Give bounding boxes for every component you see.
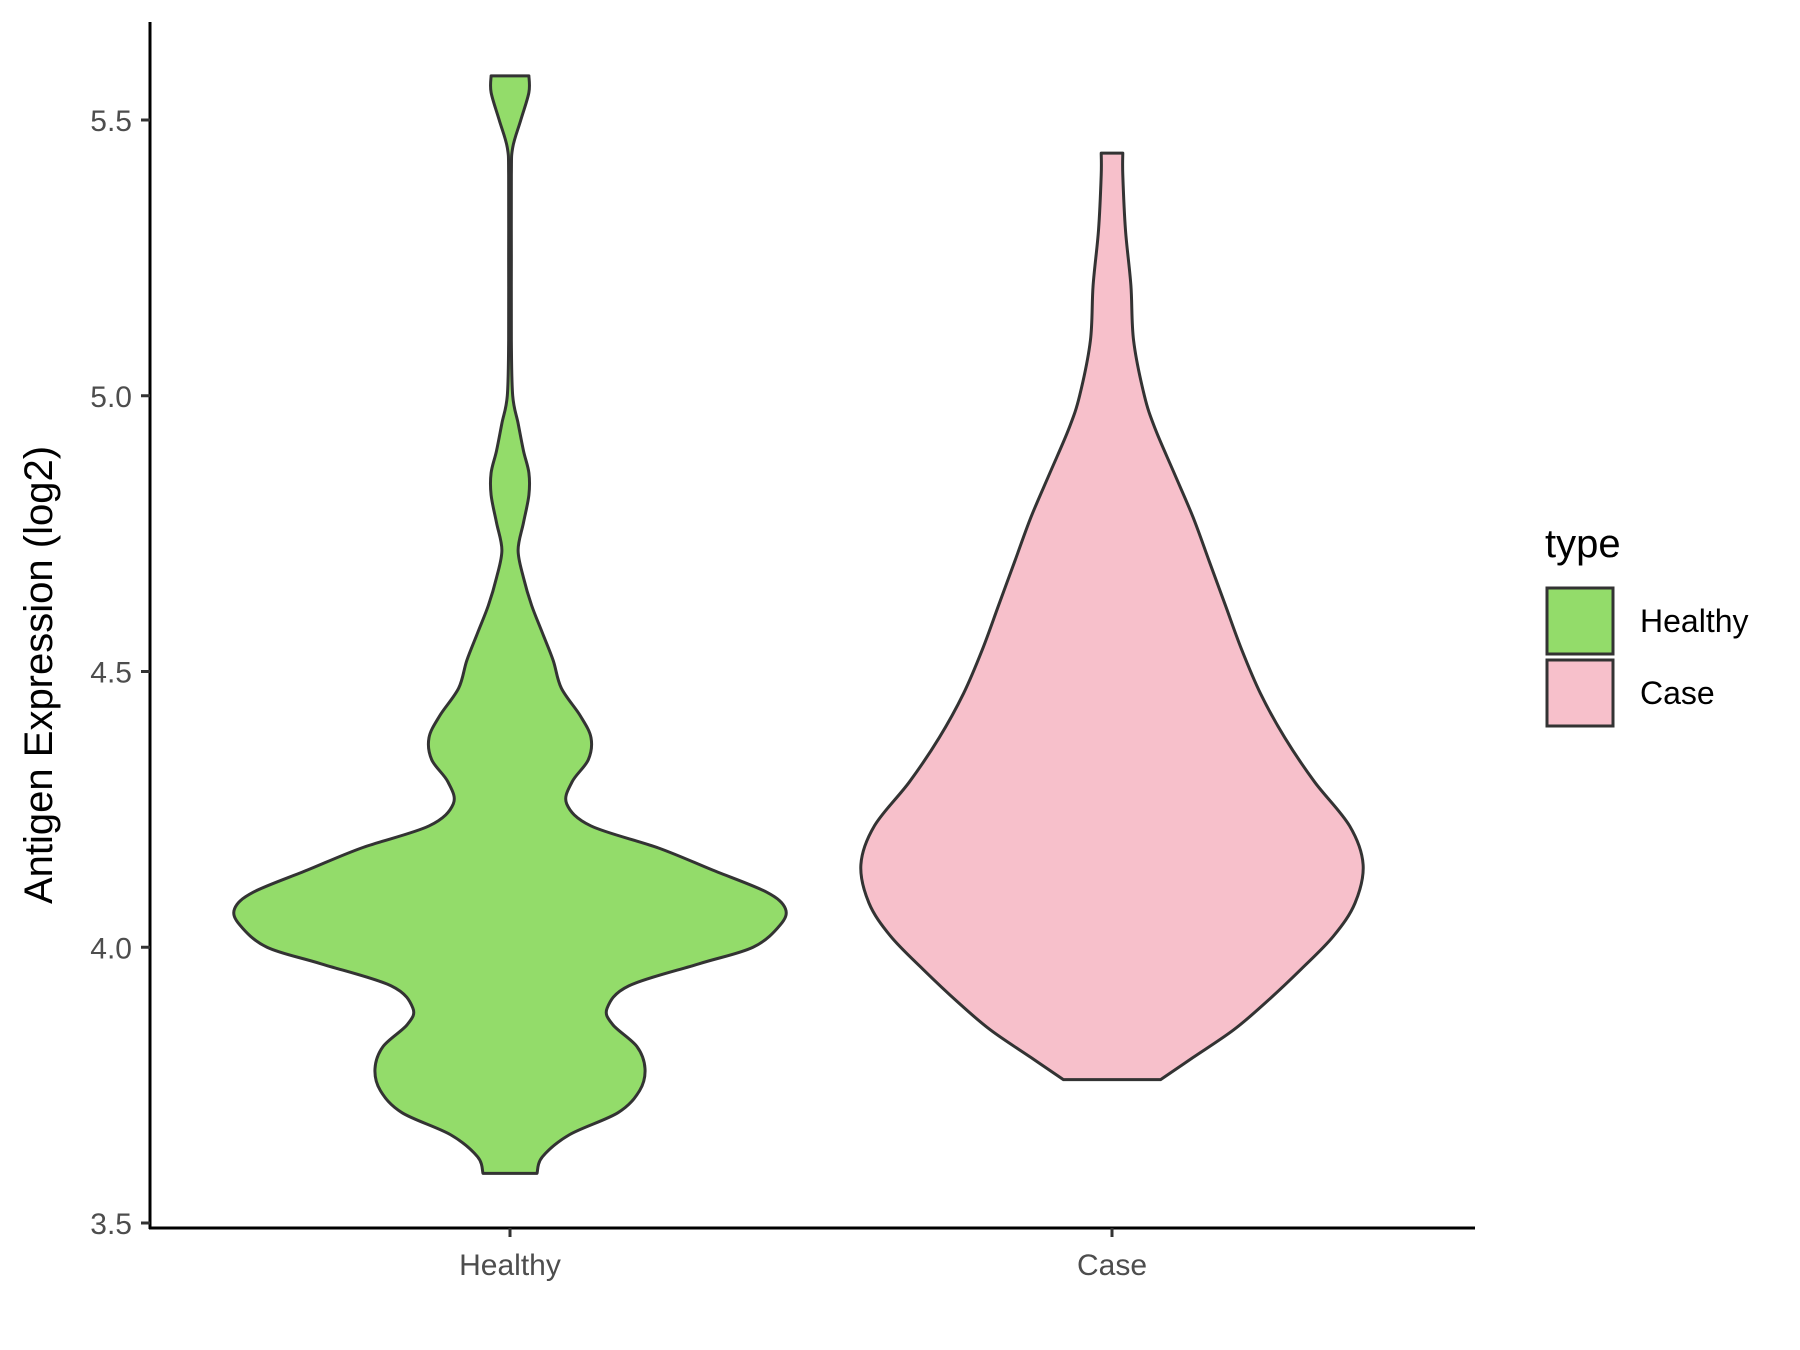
legend-title: type bbox=[1545, 522, 1621, 566]
x-tick-label: Case bbox=[1077, 1249, 1147, 1282]
y-tick-label: 4.0 bbox=[90, 932, 132, 965]
legend-swatch-healthy bbox=[1545, 586, 1615, 656]
violin-healthy bbox=[232, 74, 788, 1175]
y-axis-title: Antigen Expression (log2) bbox=[17, 446, 61, 904]
x-tick-label: Healthy bbox=[459, 1249, 561, 1282]
y-tick-label: 4.5 bbox=[90, 657, 132, 690]
legend-label-case: Case bbox=[1640, 675, 1715, 711]
legend-label-healthy: Healthy bbox=[1640, 603, 1749, 639]
violin-layer bbox=[232, 74, 1365, 1175]
x-axis-ticks: Healthy Case bbox=[459, 1228, 1147, 1282]
y-axis-ticks: 3.5 4.0 4.5 5.0 5.5 bbox=[90, 105, 150, 1241]
legend-items: Healthy Case bbox=[1545, 586, 1749, 728]
y-tick-label: 5.5 bbox=[90, 105, 132, 138]
y-tick-label: 5.0 bbox=[90, 381, 132, 414]
legend: type Healthy Case bbox=[1545, 522, 1749, 728]
legend-swatch-case bbox=[1545, 658, 1615, 728]
y-tick-label: 3.5 bbox=[90, 1208, 132, 1241]
violin-case bbox=[859, 151, 1365, 1082]
